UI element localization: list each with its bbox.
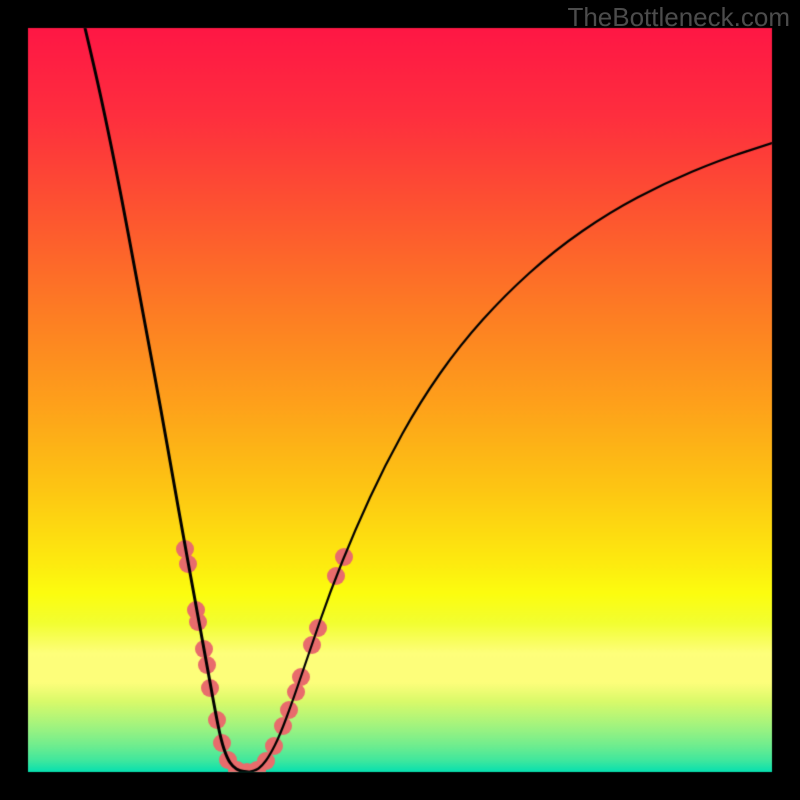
plot-canvas: [0, 0, 800, 800]
watermark-text: TheBottleneck.com: [567, 2, 790, 33]
chart-stage: TheBottleneck.com: [0, 0, 800, 800]
